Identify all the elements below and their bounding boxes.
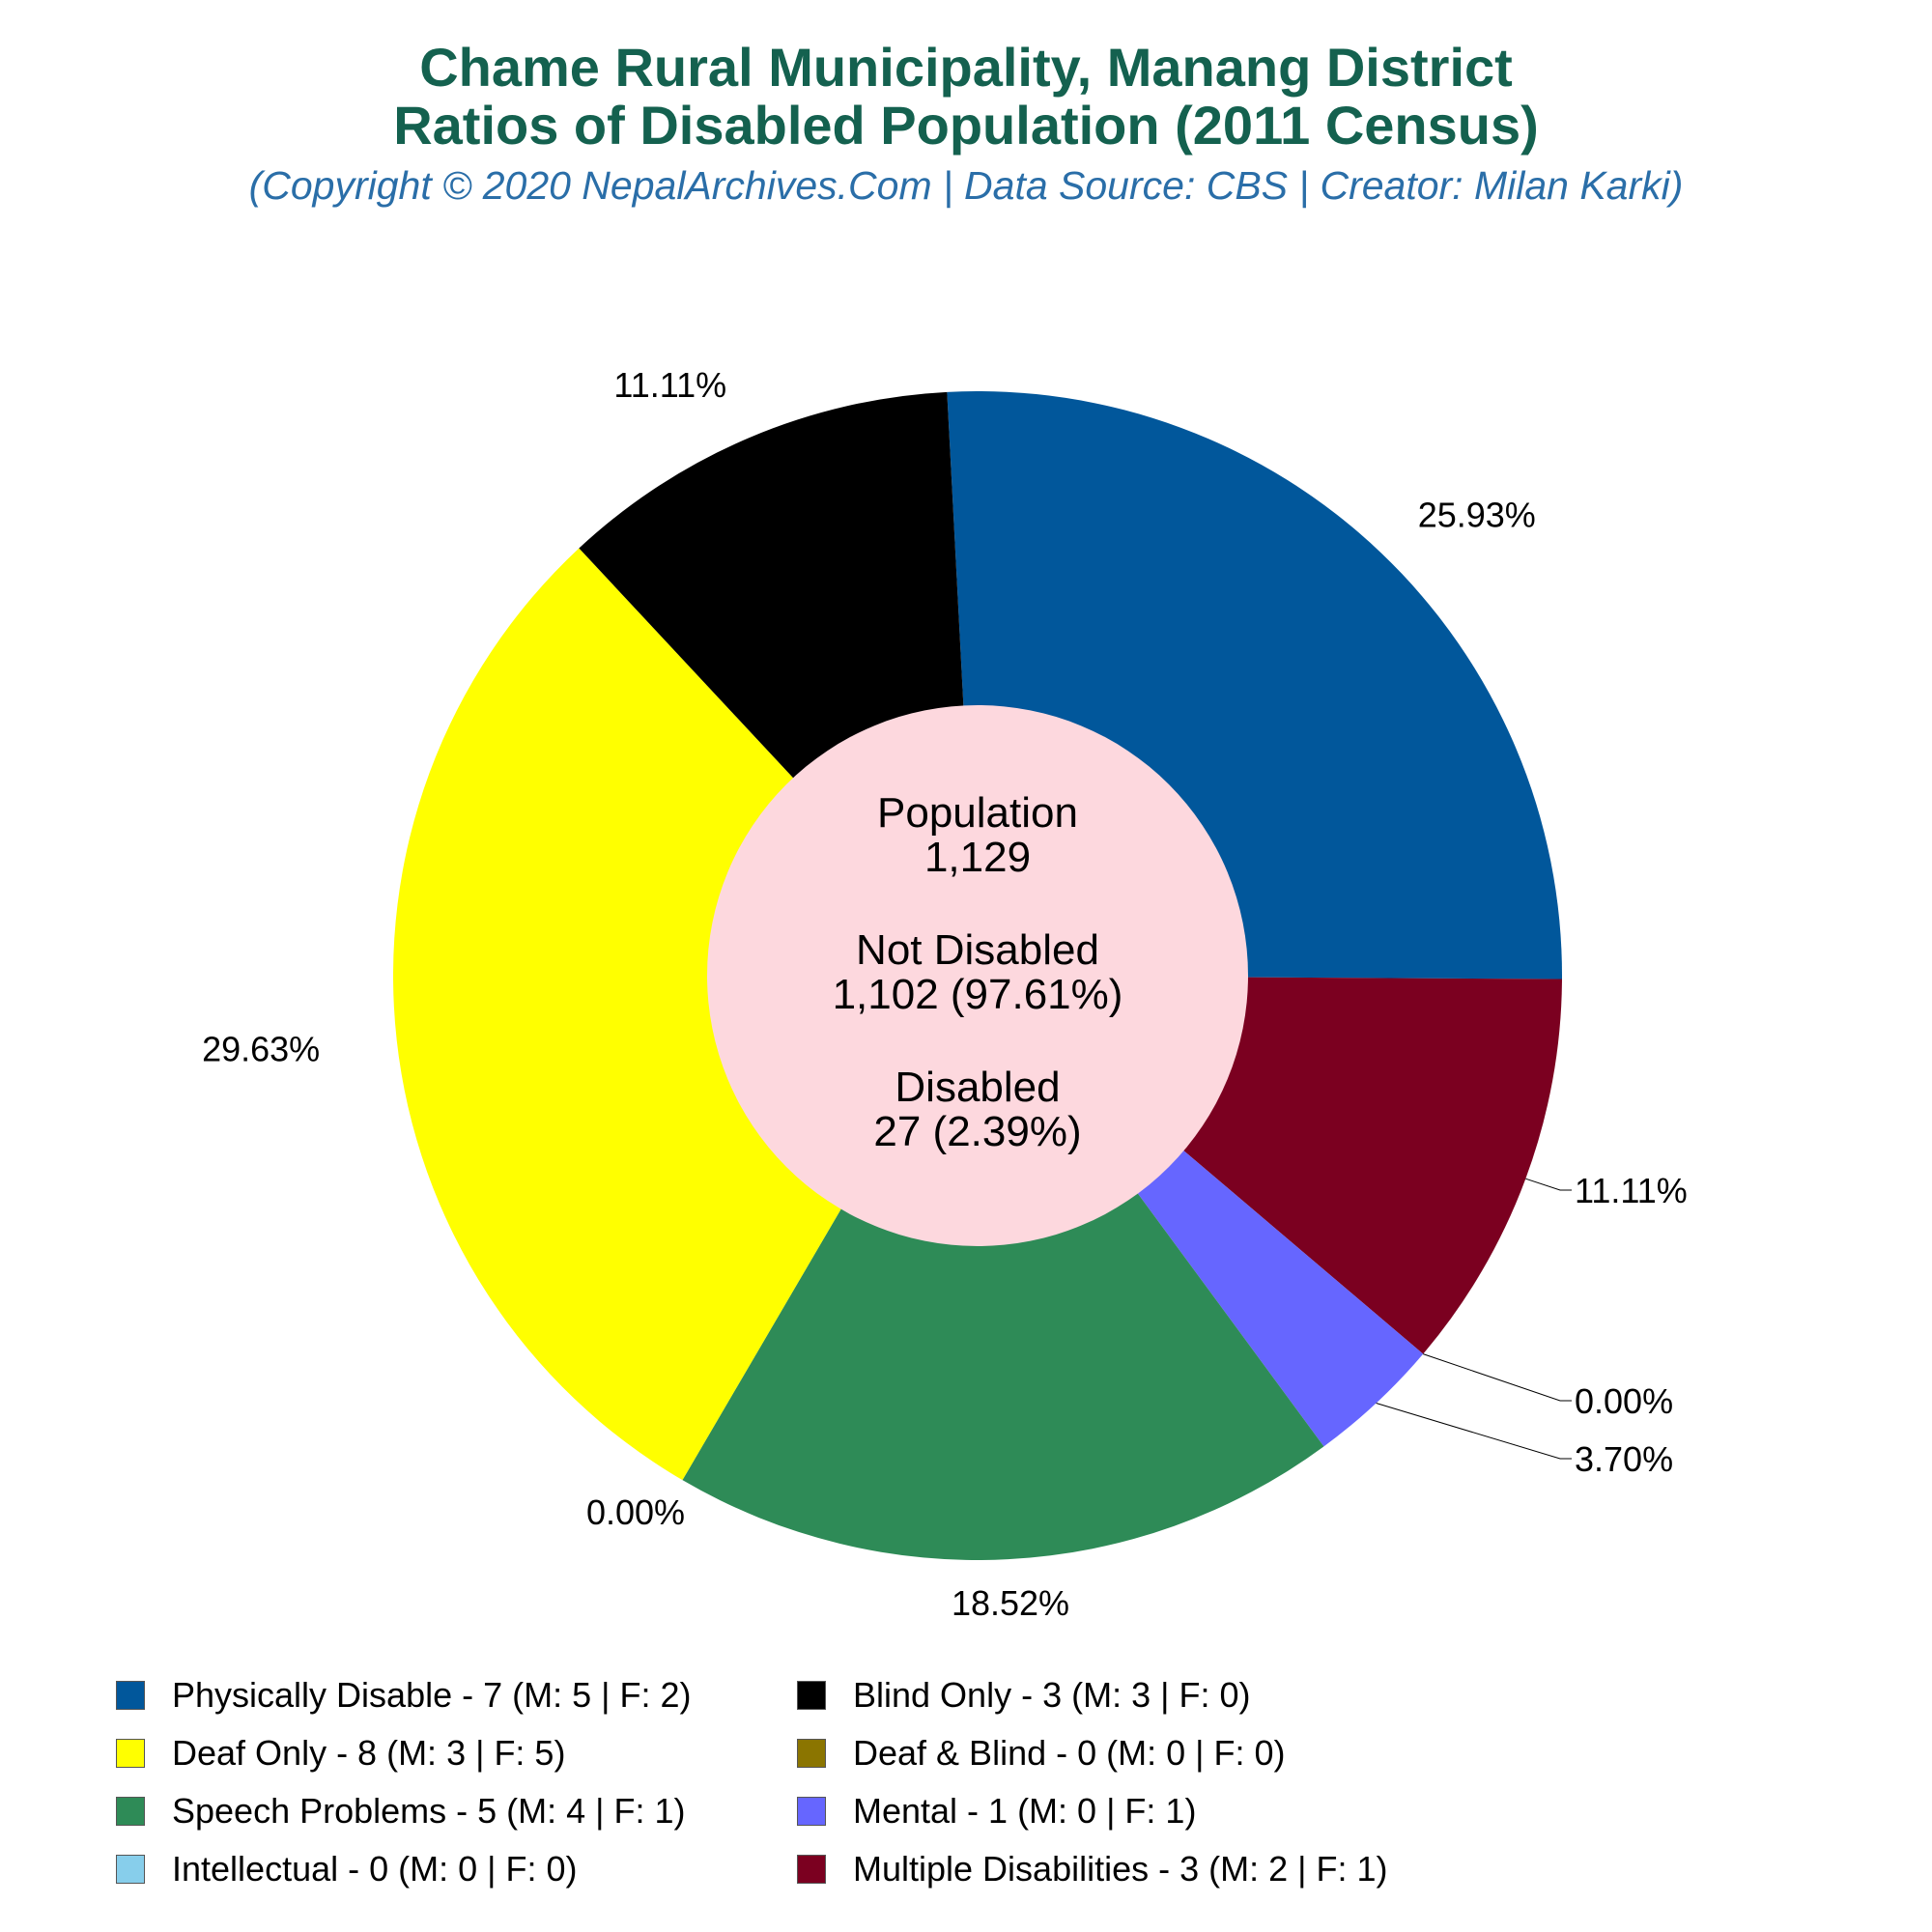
legend-label: Deaf & Blind - 0 (M: 0 | F: 0): [853, 1733, 1286, 1773]
legend-swatch: [116, 1739, 145, 1768]
legend-label: Multiple Disabilities - 3 (M: 2 | F: 1): [853, 1849, 1388, 1889]
chart-legend: Physically Disable - 7 (M: 5 | F: 2) Blin…: [0, 1675, 1932, 1908]
slice-deaf-only: [392, 548, 978, 1481]
legend-swatch: [797, 1797, 826, 1826]
legend-item-multiple-disabilities: Multiple Disabilities - 3 (M: 2 | F: 1): [797, 1849, 1388, 1889]
percent-label-deaf-only: 29.63%: [202, 1030, 320, 1069]
legend-item-mental: Mental - 1 (M: 0 | F: 1): [797, 1791, 1197, 1831]
percent-label-speech-problems: 18.52%: [952, 1583, 1069, 1623]
center-circle: [707, 705, 1248, 1246]
legend-label: Speech Problems - 5 (M: 4 | F: 1): [172, 1791, 686, 1831]
center-not-disabled-value: 1,102 (97.61%): [833, 971, 1123, 1018]
slice-speech-problems: [682, 976, 1324, 1561]
chart-header: Chame Rural Municipality, Manang Distric…: [0, 39, 1932, 211]
legend-label: Physically Disable - 7 (M: 5 | F: 2): [172, 1675, 692, 1715]
percent-label-blind-only: 11.11%: [613, 365, 726, 405]
center-population-label: Population: [877, 789, 1078, 837]
legend-item-physically-disable: Physically Disable - 7 (M: 5 | F: 2): [116, 1675, 692, 1715]
leader-line-multiple-disabilities: [1525, 1178, 1572, 1191]
legend-swatch: [797, 1855, 826, 1884]
legend-item-deaf-blind: Deaf & Blind - 0 (M: 0 | F: 0): [797, 1733, 1286, 1773]
percent-label-deaf-blind: 0.00%: [586, 1492, 685, 1532]
legend-label: Intellectual - 0 (M: 0 | F: 0): [172, 1849, 578, 1889]
legend-label: Blind Only - 3 (M: 3 | F: 0): [853, 1675, 1251, 1715]
legend-swatch: [116, 1681, 145, 1710]
percent-labels: 25.93% 11.11% 0.00% 3.70% 18.52% 0.00% 29.63% 1…: [202, 365, 1688, 1623]
leader-line-intellectual: [1423, 1353, 1572, 1402]
percent-label-physically-disable: 25.93%: [1418, 496, 1536, 535]
legend-item-blind-only: Blind Only - 3 (M: 3 | F: 0): [797, 1675, 1251, 1715]
legend-label: Deaf Only - 8 (M: 3 | F: 5): [172, 1733, 566, 1773]
legend-swatch: [116, 1797, 145, 1826]
legend-item-deaf-only: Deaf Only - 8 (M: 3 | F: 5): [116, 1733, 566, 1773]
percent-label-intellectual: 0.00%: [1575, 1381, 1673, 1421]
legend-swatch: [797, 1739, 826, 1768]
legend-swatch: [797, 1681, 826, 1710]
center-disabled-label: Disabled: [895, 1064, 1060, 1111]
leader-lines: [1376, 1178, 1572, 1460]
center-text-group: Population 1,129 Not Disabled 1,102 (97.…: [833, 789, 1123, 1155]
center-not-disabled-label: Not Disabled: [856, 926, 1099, 974]
chart-subtitle: (Copyright © 2020 NepalArchives.Com | Da…: [248, 163, 1684, 208]
center-disabled-value: 27 (2.39%): [873, 1108, 1081, 1155]
legend-label: Mental - 1 (M: 0 | F: 1): [853, 1791, 1197, 1831]
legend-item-intellectual: Intellectual - 0 (M: 0 | F: 0): [116, 1849, 578, 1889]
percent-label-multiple-disabilities: 11.11%: [1575, 1171, 1688, 1210]
leader-line-mental: [1376, 1403, 1572, 1460]
center-population-value: 1,129: [924, 834, 1031, 881]
legend-swatch: [116, 1855, 145, 1884]
legend-item-speech-problems: Speech Problems - 5 (M: 4 | F: 1): [116, 1791, 686, 1831]
percent-label-mental: 3.70%: [1575, 1439, 1673, 1479]
chart-title-line1: Chame Rural Municipality, Manang Distric…: [419, 37, 1513, 98]
chart-title-line2: Ratios of Disabled Population (2011 Cens…: [393, 95, 1539, 156]
